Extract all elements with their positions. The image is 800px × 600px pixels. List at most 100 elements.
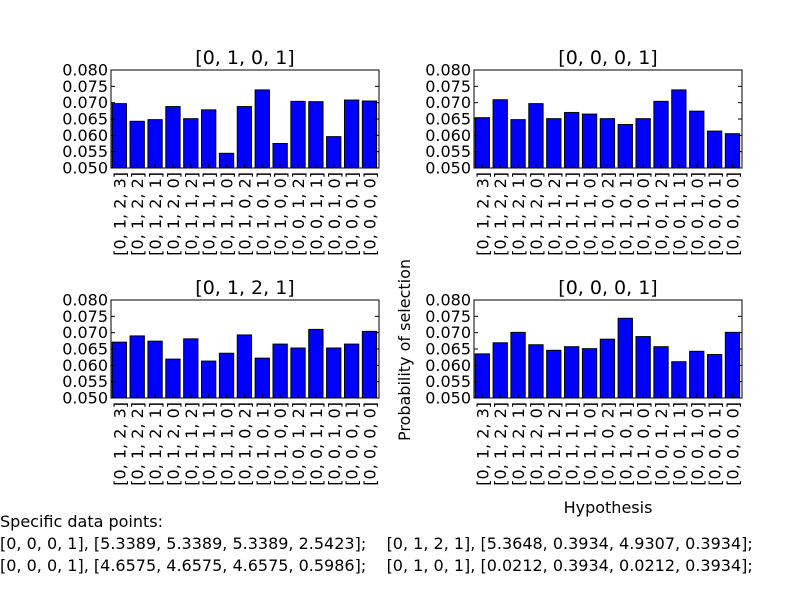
x-tick-label: [0, 0, 1, 0]	[688, 172, 707, 256]
x-tick-label: [0, 1, 1, 1]	[563, 402, 582, 486]
x-tick-label: [0, 0, 0, 1]	[706, 172, 725, 256]
y-tick-label: 0.075	[62, 307, 108, 326]
x-tick-label: [0, 1, 2, 2]	[128, 402, 147, 486]
bar	[254, 89, 270, 169]
bar	[361, 100, 378, 169]
bar	[564, 346, 580, 399]
x-tick-label: [0, 1, 1, 0]	[218, 402, 237, 486]
bar	[129, 335, 145, 399]
y-tick-label: 0.065	[425, 110, 471, 129]
x-tick-label: [0, 1, 1, 0]	[581, 172, 600, 256]
bar	[564, 111, 580, 169]
bar	[474, 353, 490, 399]
bar	[290, 347, 306, 399]
x-tick-label: [0, 1, 1, 2]	[182, 402, 201, 486]
y-tick-label: 0.055	[425, 372, 471, 391]
x-tick-label: [0, 0, 1, 0]	[325, 402, 344, 486]
x-tick-label: [0, 1, 2, 2]	[491, 172, 510, 256]
x-tick-label: [0, 1, 0, 1]	[253, 172, 272, 256]
bar	[599, 118, 616, 169]
bar	[165, 106, 181, 169]
x-tick-label: [0, 1, 2, 3]	[473, 402, 492, 486]
y-tick-label: 0.055	[62, 142, 108, 161]
bar	[183, 338, 199, 399]
bar	[724, 331, 741, 399]
x-tick-label: [0, 1, 2, 1]	[509, 402, 528, 486]
y-tick-label: 0.050	[425, 159, 471, 178]
x-tick-label: [0, 1, 1, 1]	[200, 402, 219, 486]
x-axis-label: Hypothesis	[564, 498, 653, 517]
x-tick-label: [0, 0, 1, 1]	[670, 402, 689, 486]
bar	[653, 100, 669, 169]
x-tick-label: [0, 0, 1, 0]	[688, 402, 707, 486]
x-tick-label: [0, 0, 1, 2]	[289, 172, 308, 256]
x-tick-label: [0, 1, 0, 2]	[235, 402, 254, 486]
x-tick-label: [0, 1, 0, 1]	[616, 172, 635, 256]
x-tick-label: [0, 1, 0, 0]	[271, 402, 290, 486]
x-tick-label: [0, 1, 2, 2]	[491, 402, 510, 486]
bar	[290, 100, 306, 169]
bar	[546, 349, 562, 399]
footer-heading: Specific data points:	[0, 512, 164, 531]
y-tick-label: 0.075	[62, 77, 108, 96]
bar	[272, 343, 288, 399]
y-tick-label: 0.050	[425, 389, 471, 408]
bar	[689, 350, 705, 399]
bar	[617, 124, 633, 169]
bar	[236, 334, 253, 399]
bar	[510, 119, 526, 169]
bar	[599, 338, 616, 399]
y-tick-label: 0.055	[62, 372, 108, 391]
bar	[308, 101, 324, 169]
x-tick-label: [0, 1, 2, 2]	[128, 172, 147, 256]
bar	[147, 119, 163, 169]
bar	[201, 360, 217, 399]
bar	[635, 336, 651, 399]
y-tick-label: 0.050	[62, 389, 108, 408]
x-tick-label: [0, 1, 1, 2]	[545, 172, 564, 256]
bar	[528, 344, 544, 399]
bar	[308, 328, 324, 399]
x-tick-label: [0, 1, 1, 1]	[563, 172, 582, 256]
x-tick-label: [0, 0, 1, 2]	[652, 172, 671, 256]
y-tick-label: 0.060	[425, 356, 471, 375]
bar	[129, 120, 145, 169]
bar	[147, 340, 163, 399]
y-tick-label: 0.050	[62, 159, 108, 178]
x-tick-label: [0, 1, 1, 0]	[218, 172, 237, 256]
x-tick-label: [0, 0, 0, 0]	[360, 402, 379, 486]
footer-row-2: [0, 0, 0, 1], [4.6575, 4.6575, 4.6575, 0…	[0, 556, 753, 575]
y-tick-label: 0.065	[62, 110, 108, 129]
x-tick-label: [0, 1, 2, 0]	[527, 402, 546, 486]
bar	[343, 343, 360, 399]
subplot-title: [0, 0, 0, 1]	[558, 277, 657, 299]
bar	[635, 118, 651, 169]
x-tick-label: [0, 0, 1, 0]	[325, 172, 344, 256]
bar	[653, 346, 669, 399]
bar	[528, 103, 544, 169]
bar	[492, 99, 508, 169]
bar	[165, 358, 181, 399]
y-tick-label: 0.080	[425, 291, 471, 310]
y-tick-label: 0.070	[62, 93, 108, 112]
x-tick-label: [0, 1, 1, 1]	[200, 172, 219, 256]
x-tick-label: [0, 0, 1, 1]	[307, 402, 326, 486]
bar	[706, 130, 723, 169]
bar	[689, 110, 705, 169]
y-tick-label: 0.065	[62, 340, 108, 359]
y-tick-label: 0.080	[62, 291, 108, 310]
bar	[510, 331, 526, 399]
x-tick-label: [0, 1, 0, 0]	[634, 402, 653, 486]
bar	[724, 133, 741, 169]
y-tick-label: 0.065	[425, 340, 471, 359]
x-tick-label: [0, 1, 2, 3]	[110, 172, 129, 256]
y-tick-label: 0.080	[62, 61, 108, 80]
x-tick-label: [0, 1, 1, 2]	[545, 402, 564, 486]
y-tick-label: 0.055	[425, 142, 471, 161]
y-tick-label: 0.070	[62, 323, 108, 342]
x-tick-label: [0, 1, 2, 1]	[146, 402, 165, 486]
x-tick-label: [0, 1, 2, 0]	[164, 172, 183, 256]
